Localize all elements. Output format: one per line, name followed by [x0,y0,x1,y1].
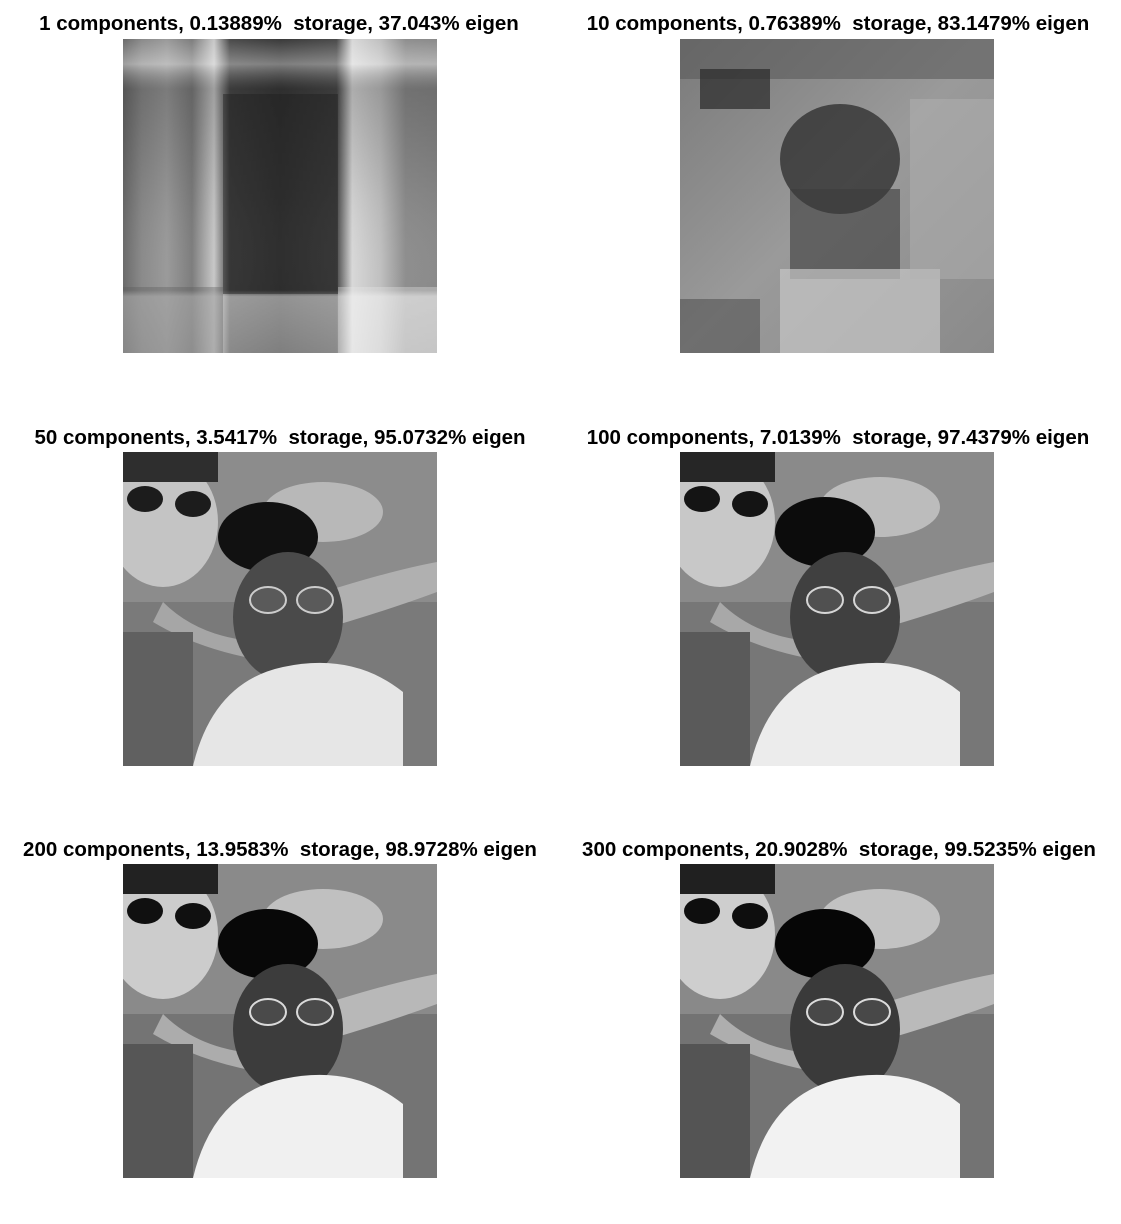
panel-title: 50 components, 3.5417% storage, 95.0732%… [34,426,526,449]
panel-10-components: 10 components, 0.76389% storage, 83.1479… [560,0,1120,400]
panel-50-components: 50 components, 3.5417% storage, 95.0732%… [0,412,560,812]
rank-100-reconstruction-image [680,452,994,766]
rank-300-reconstruction-image [680,864,994,1178]
panel-title: 200 components, 13.9583% storage, 98.972… [23,838,537,861]
panel-100-components: 100 components, 7.0139% storage, 97.4379… [560,412,1120,812]
panel-200-components: 200 components, 13.9583% storage, 98.972… [0,824,560,1224]
panel-300-components: 300 components, 20.9028% storage, 99.523… [560,824,1120,1224]
panel-title: 300 components, 20.9028% storage, 99.523… [582,838,1096,861]
rank-1-reconstruction-image [123,39,437,353]
panel-1-component: 1 components, 0.13889% storage, 37.043% … [0,0,560,400]
rank-10-reconstruction-image [680,39,994,353]
rank-50-reconstruction-image [123,452,437,766]
figure-window: 1 components, 0.13889% storage, 37.043% … [0,0,1120,1178]
panel-title: 10 components, 0.76389% storage, 83.1479… [586,12,1090,35]
panel-title: 1 components, 0.13889% storage, 37.043% … [39,12,519,35]
panel-title: 100 components, 7.0139% storage, 97.4379… [586,426,1090,449]
rank-200-reconstruction-image [123,864,437,1178]
